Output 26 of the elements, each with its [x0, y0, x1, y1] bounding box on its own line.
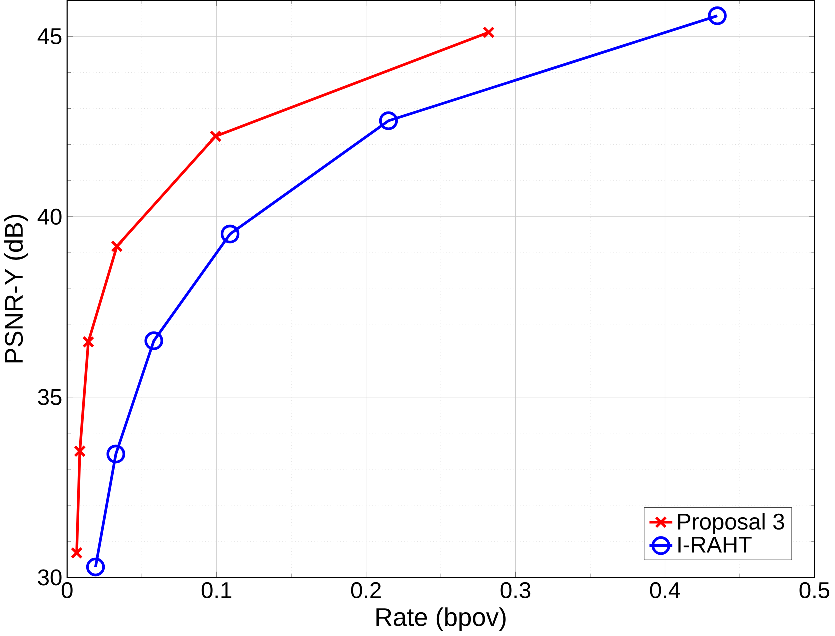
y-axis-title: PSNR-Y (dB) — [4, 215, 28, 363]
point — [220, 224, 240, 244]
legend-label: I-RAHT — [678, 537, 752, 553]
y-tick-label: 30 — [38, 570, 62, 586]
point — [86, 558, 106, 577]
x-tick-label: 0.3 — [500, 582, 531, 599]
point — [82, 336, 95, 348]
point — [144, 332, 164, 350]
point — [74, 445, 86, 458]
y-tick-label: 40 — [38, 208, 62, 226]
y-tick-label: 35 — [38, 389, 62, 406]
point — [708, 6, 727, 26]
x-tick-label: 0.1 — [202, 582, 232, 599]
x-axis-title: Rate (bpov) — [376, 608, 506, 632]
point — [111, 240, 124, 253]
x-tick-label: 0.4 — [650, 582, 680, 599]
point — [482, 26, 495, 39]
y-tick-label: 45 — [38, 28, 62, 45]
point — [70, 547, 84, 560]
point — [210, 130, 222, 143]
point — [379, 112, 398, 130]
legend-label: Proposal 3 — [678, 513, 784, 535]
x-tick-label: 0.2 — [351, 582, 381, 599]
x-tick-label: 0 — [62, 582, 73, 599]
point — [106, 445, 126, 464]
x-tick-label: 0.5 — [800, 582, 830, 599]
